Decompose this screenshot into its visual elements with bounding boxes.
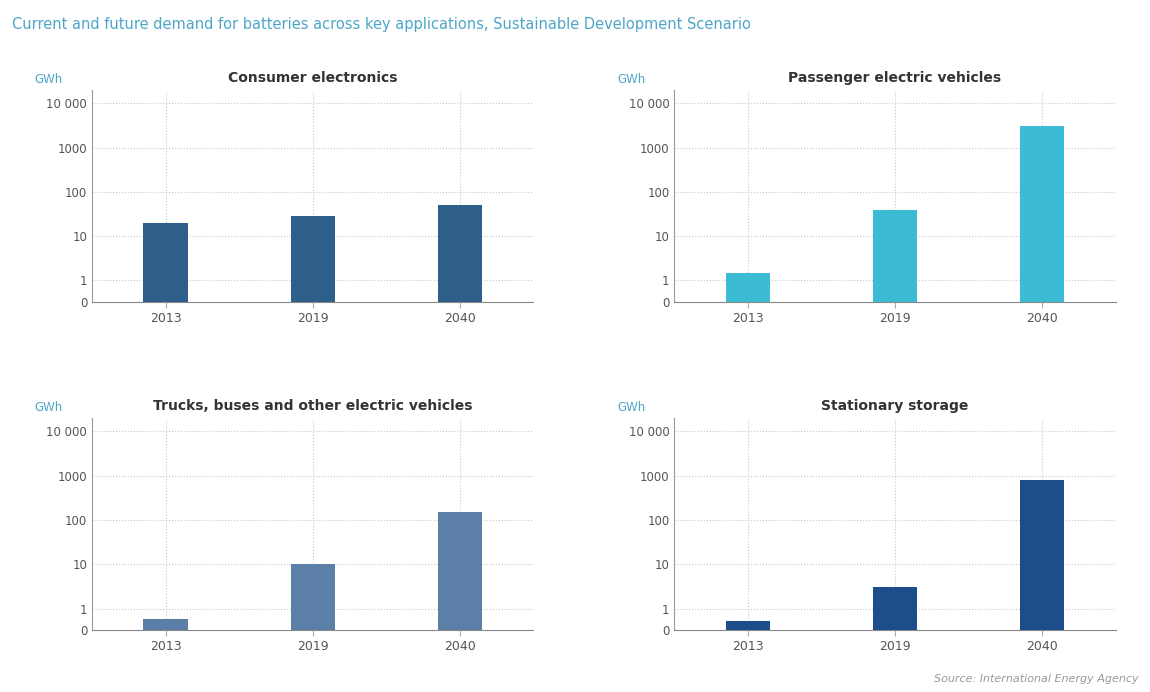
Bar <box>1020 127 1064 302</box>
Title: Trucks, buses and other electric vehicles: Trucks, buses and other electric vehicle… <box>153 399 473 412</box>
Bar <box>291 564 335 630</box>
Title: Passenger electric vehicles: Passenger electric vehicles <box>789 71 1002 84</box>
Text: GWh: GWh <box>34 73 63 86</box>
Text: Source: International Energy Agency: Source: International Energy Agency <box>934 674 1138 684</box>
Bar <box>873 588 917 630</box>
Bar <box>1020 480 1064 630</box>
Title: Consumer electronics: Consumer electronics <box>228 71 398 84</box>
Bar <box>438 206 482 302</box>
Bar <box>873 210 917 302</box>
Title: Stationary storage: Stationary storage <box>821 399 968 412</box>
Bar <box>144 223 187 302</box>
Bar <box>726 621 769 630</box>
Text: GWh: GWh <box>34 401 63 414</box>
Bar <box>438 512 482 630</box>
Text: GWh: GWh <box>618 401 645 414</box>
Text: GWh: GWh <box>618 73 645 86</box>
Bar <box>144 619 187 630</box>
Bar <box>291 217 335 302</box>
Text: Current and future demand for batteries across key applications, Sustainable Dev: Current and future demand for batteries … <box>12 17 750 33</box>
Bar <box>726 273 769 302</box>
